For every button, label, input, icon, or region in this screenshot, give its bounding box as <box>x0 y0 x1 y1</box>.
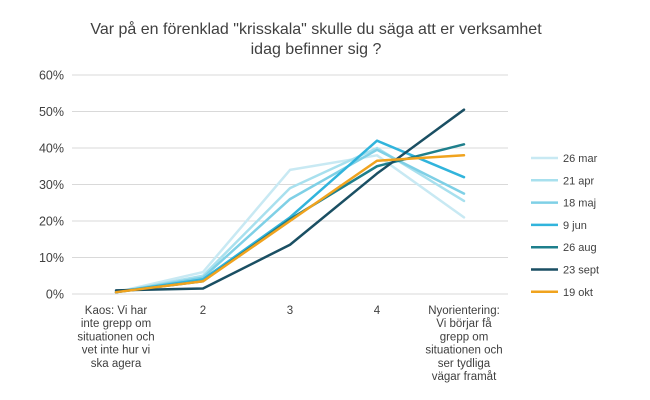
legend-item: 18 maj <box>531 198 596 210</box>
x-tick-label-line: 4 <box>374 305 381 317</box>
y-tick-label: 40% <box>39 142 64 156</box>
x-tick-label: 3 <box>287 305 293 317</box>
legend-label: 26 mar <box>563 153 598 165</box>
legend-label: 21 apr <box>563 175 595 187</box>
y-tick-label: 50% <box>39 105 64 119</box>
legend-label: 23 sept <box>563 265 599 277</box>
legend-item: 19 okt <box>531 287 593 299</box>
legend-label: 19 okt <box>563 287 593 299</box>
legend-item: 9 jun <box>531 220 587 232</box>
legend-item: 23 sept <box>531 265 599 277</box>
gridlines <box>72 74 508 295</box>
y-tick-label: 0% <box>46 288 64 302</box>
x-tick-label-line: inte grepp om <box>81 318 151 330</box>
legend-item: 26 aug <box>531 242 597 254</box>
legend-label: 26 aug <box>563 242 597 254</box>
x-tick-label: Kaos: Vi har inte grepp om situationen och… <box>77 305 154 370</box>
x-tick-label-line: situationen och <box>77 331 154 343</box>
legend: 26 mar 21 apr 18 maj 9 jun 26 aug 23 sept 19 o… <box>531 153 599 299</box>
series-lines <box>114 108 466 294</box>
y-axis-ticks: 0% 10% 20% 30% 40% 50% 60% <box>39 69 64 302</box>
x-axis-ticks: Kaos: Vi har inte grepp om situationen och… <box>77 305 502 383</box>
y-tick-label: 60% <box>39 69 64 83</box>
x-tick-label-line: Vi börjar få <box>436 318 492 330</box>
x-tick-label-line: ska agera <box>91 358 142 370</box>
x-tick-label-line: vägar framåt <box>432 371 497 383</box>
legend-item: 26 mar <box>531 153 598 165</box>
x-tick-label: 2 <box>200 305 206 317</box>
x-tick-label-line: Nyorientering: <box>428 305 500 317</box>
y-tick-label: 10% <box>39 251 64 265</box>
x-tick-label-line: Kaos: Vi har <box>85 305 148 317</box>
x-tick-label: Nyorientering: Vi börjar få grepp om situat… <box>425 305 502 383</box>
x-tick-label-line: ser tydliga <box>438 358 491 370</box>
series-line-19-okt <box>114 154 466 294</box>
x-tick-label: 4 <box>374 305 381 317</box>
legend-label: 9 jun <box>563 220 587 232</box>
x-tick-label-line: 2 <box>200 305 206 317</box>
x-tick-label-line: 3 <box>287 305 293 317</box>
series-line-9-jun <box>114 139 466 294</box>
series-line-23-sept <box>114 108 466 292</box>
x-tick-label-line: vet inte hur vi <box>82 345 150 357</box>
y-tick-label: 30% <box>39 178 64 192</box>
y-tick-label: 20% <box>39 215 64 229</box>
legend-label: 18 maj <box>563 198 596 210</box>
x-tick-label-line: grepp om <box>440 331 489 343</box>
legend-item: 21 apr <box>531 175 595 187</box>
chart-title-line-2: idag befinner sig ? <box>251 41 382 58</box>
x-tick-label-line: situationen och <box>425 345 502 357</box>
chart-title-line-1: Var på en förenklad "krisskala" skulle d… <box>90 20 542 38</box>
series-line-26-mar <box>114 154 466 294</box>
